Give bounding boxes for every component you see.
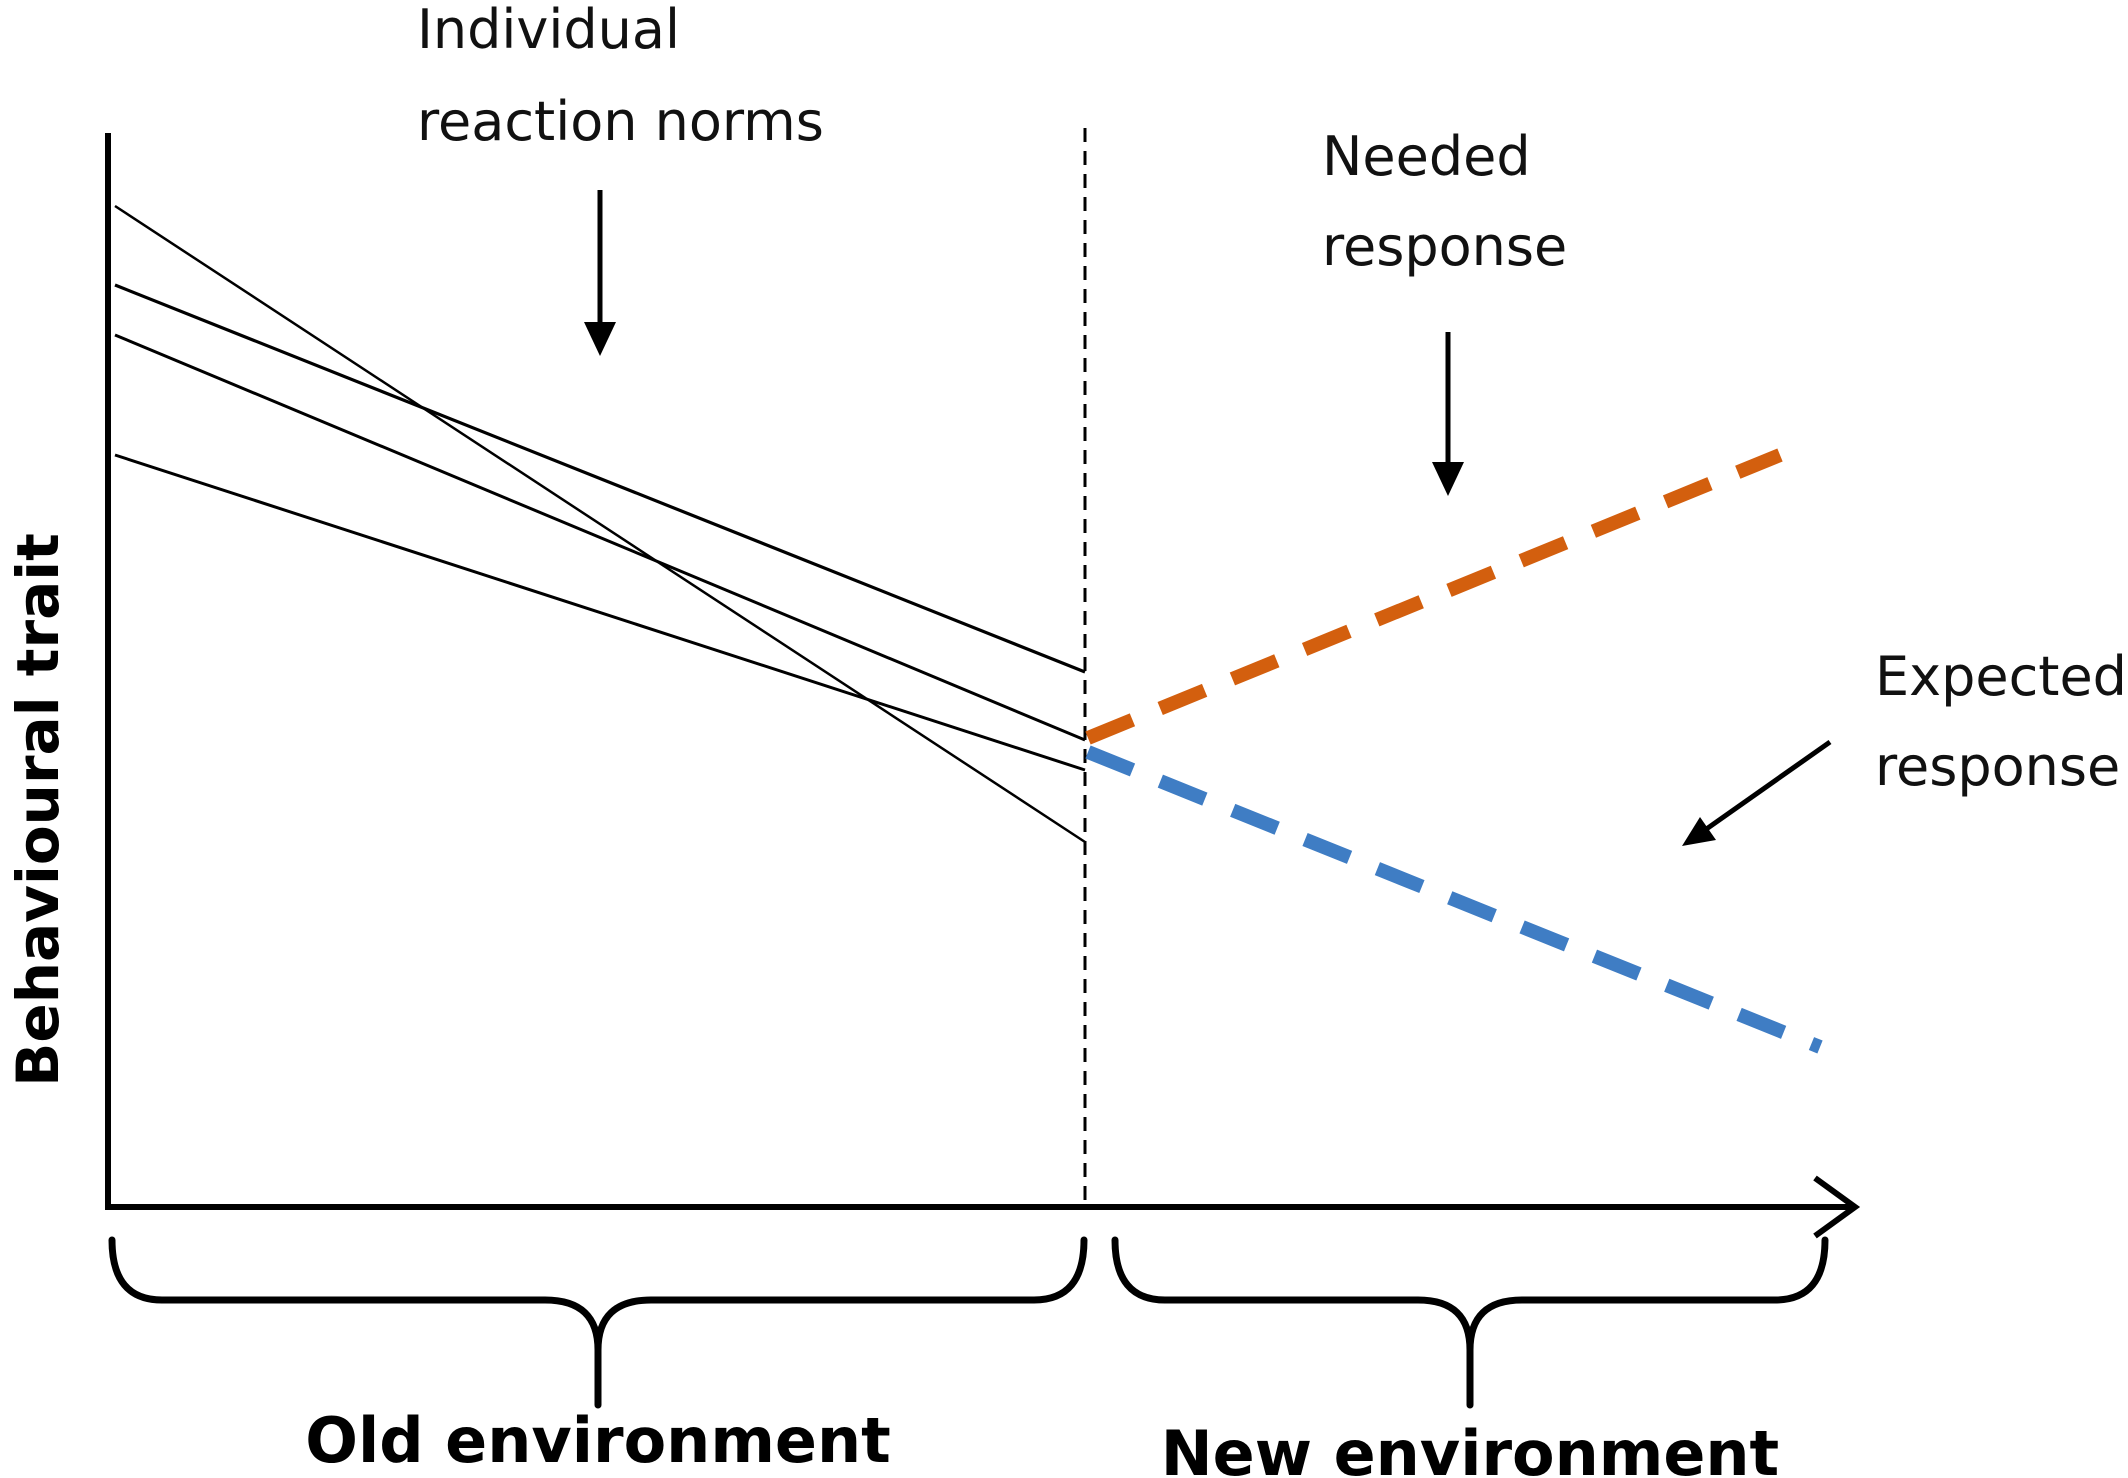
- x-axis-arrowhead: [1813, 1175, 1861, 1239]
- old-environment-label: Old environment: [305, 1404, 891, 1477]
- expected-response-line: [1085, 745, 1823, 1054]
- individual-reaction-norms: [114, 204, 1086, 844]
- y-axis-label: Behavioural trait: [4, 533, 72, 1087]
- individual-arrow-icon: [584, 190, 616, 356]
- reaction-norm-line: [114, 204, 1086, 844]
- old-environment-brace: [108, 1236, 1088, 1409]
- reaction-norm-line: [114, 283, 1086, 674]
- new-environment-label: New environment: [1161, 1417, 1779, 1478]
- expected-arrow-icon: [1682, 739, 1832, 846]
- individual-label-line1: Individual: [417, 0, 680, 61]
- expected-label-line1: Expected: [1875, 645, 2127, 708]
- needed-label-line1: Needed: [1322, 125, 1531, 188]
- expected-label-line2: response: [1875, 735, 2120, 798]
- individual-label-line2: reaction norms: [417, 90, 824, 153]
- needed-arrow-icon: [1432, 332, 1464, 496]
- needed-label-line2: response: [1322, 215, 1567, 278]
- reaction-norm-line: [114, 333, 1086, 742]
- needed-response-line: [1085, 448, 1783, 745]
- reaction-norm-line: [114, 453, 1086, 772]
- new-environment-brace: [1111, 1236, 1829, 1409]
